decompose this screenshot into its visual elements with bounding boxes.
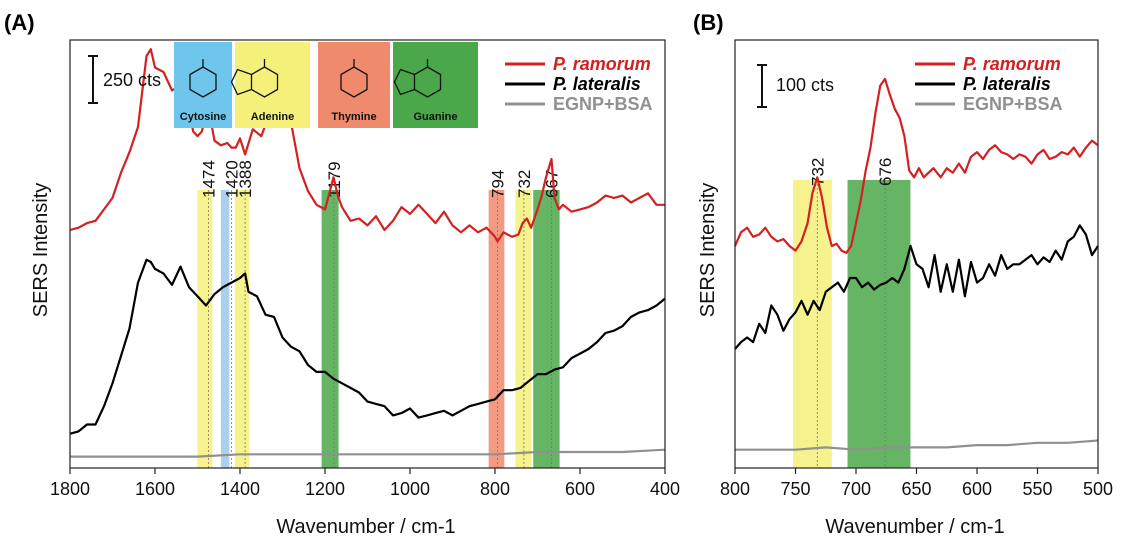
panel-b-x-tick-label-750: 750 (780, 479, 810, 499)
panel-a-band-1 (197, 190, 213, 468)
panel-a-band-3 (234, 190, 250, 468)
panel-b-bands (793, 180, 911, 468)
molecule-adenine: Adenine (230, 42, 310, 128)
panel-b-x-ticks: 800 750 700 650 600 550 500 (720, 468, 1113, 499)
panel-a-x-tick-label-1400: 1400 (220, 479, 260, 499)
molecule-thymine: Thymine (318, 42, 390, 128)
panel-a-scale-bar: 250 cts (88, 55, 161, 104)
panel-a-peak-label-1420: 1420 (223, 160, 242, 198)
panel-a-x-tick-label-1200: 1200 (305, 479, 345, 499)
panel-a-band-5 (488, 190, 505, 468)
panel-a-legend-label-egnp-bsa: EGNP+BSA (553, 94, 653, 114)
panel-b-legend-label-egnp-bsa: EGNP+BSA (963, 94, 1063, 114)
panel-a-label: (A) (4, 10, 35, 35)
nucleobase-structures: Cytosine Adenine Thymine Guanine (174, 42, 478, 128)
panel-a-band-2 (220, 190, 230, 468)
panel-a-frame (69, 39, 666, 469)
panel-b-plot: 732 676 800 750 700 650 600 550 500 (720, 39, 1113, 499)
panel-b-peak-label-732: 732 (808, 158, 827, 186)
molecule-pentagon-guanine (393, 68, 415, 96)
panel-b-x-tick-label-700: 700 (841, 479, 871, 499)
panel-a-bands (197, 190, 560, 468)
panel-b-legend-label-p-lateralis: P. lateralis (963, 74, 1051, 94)
panel-a-peak-label-1388: 1388 (236, 160, 255, 198)
panel-a-series-egnp-bsa (70, 448, 666, 458)
molecule-pentagon-adenine (230, 68, 252, 96)
molecule-box-adenine (235, 42, 310, 128)
panel-a-legend-label-p-ramorum: P. ramorum (553, 54, 651, 74)
panel-a-x-tick-label-1000: 1000 (390, 479, 430, 499)
panel-a-y-axis-label: SERS Intensity (30, 183, 52, 318)
panel-b-x-tick-label-550: 550 (1022, 479, 1052, 499)
panel-b-x-tick-label-650: 650 (901, 479, 931, 499)
panel-a-x-tick-label-600: 600 (565, 479, 595, 499)
panel-b-series-p-lateralis (734, 224, 1099, 350)
molecule-cytosine: Cytosine (174, 42, 232, 128)
panel-a-legend-label-p-lateralis: P. lateralis (553, 74, 641, 94)
panel-b-x-tick-label-800: 800 (720, 479, 750, 499)
panel-b-series (733, 77, 1099, 451)
molecule-box-thymine (318, 42, 390, 128)
panel-a-x-tick-label-1600: 1600 (135, 479, 175, 499)
panel-b-label: (B) (693, 10, 724, 35)
molecule-box-cytosine (174, 42, 232, 128)
panel-a-peak-label-794: 794 (489, 170, 508, 198)
panel-a-band-6 (515, 190, 532, 468)
panel-b-series-egnp-bsa (735, 439, 1099, 451)
panel-b-band-1 (793, 180, 832, 468)
molecule-ring-cytosine (189, 66, 217, 98)
panel-a-x-tick-label-800: 800 (480, 479, 510, 499)
panel-b-legend-label-p-ramorum: P. ramorum (963, 54, 1061, 74)
panel-a-peak-label-732: 732 (515, 170, 534, 198)
panel-a-x-axis-label: Wavenumber / cm-1 (276, 516, 455, 538)
panel-b-scale-bar-label: 100 cts (776, 75, 834, 95)
panel-b-scale-bar: 100 cts (757, 64, 834, 108)
molecule-name-thymine: Thymine (331, 111, 376, 123)
panel-a-x-tick-label-1800: 1800 (50, 479, 90, 499)
molecule-guanine: Guanine (393, 42, 478, 128)
molecule-name-guanine: Guanine (413, 111, 457, 123)
panel-a-series-p-lateralis (69, 258, 666, 435)
panel-b-band-2 (847, 180, 911, 468)
panel-a-peak-label-1474: 1474 (200, 160, 219, 198)
molecule-name-adenine: Adenine (251, 111, 294, 123)
panel-b-y-axis-label: SERS Intensity (697, 183, 719, 318)
molecule-ring-thymine (340, 66, 368, 98)
molecule-name-cytosine: Cytosine (180, 111, 226, 123)
panel-a-band-7 (533, 190, 560, 468)
panel-b-x-tick-label-600: 600 (962, 479, 992, 499)
panel-b-peak-label-676: 676 (876, 158, 895, 186)
panel-a-band-4 (321, 190, 339, 468)
panel-b-x-tick-label-500: 500 (1083, 479, 1113, 499)
panel-b-x-axis-label: Wavenumber / cm-1 (825, 516, 1004, 538)
panel-a-x-tick-label-400: 400 (650, 479, 680, 499)
panel-a-x-ticks: 1800 1600 1400 1200 1000 800 600 400 (50, 468, 680, 499)
panel-a-scale-bar-label: 250 cts (103, 70, 161, 90)
panel-b-series-p-ramorum (733, 77, 1099, 254)
panel-b-peak-labels: 732 676 (808, 158, 895, 468)
molecule-box-guanine (393, 42, 478, 128)
